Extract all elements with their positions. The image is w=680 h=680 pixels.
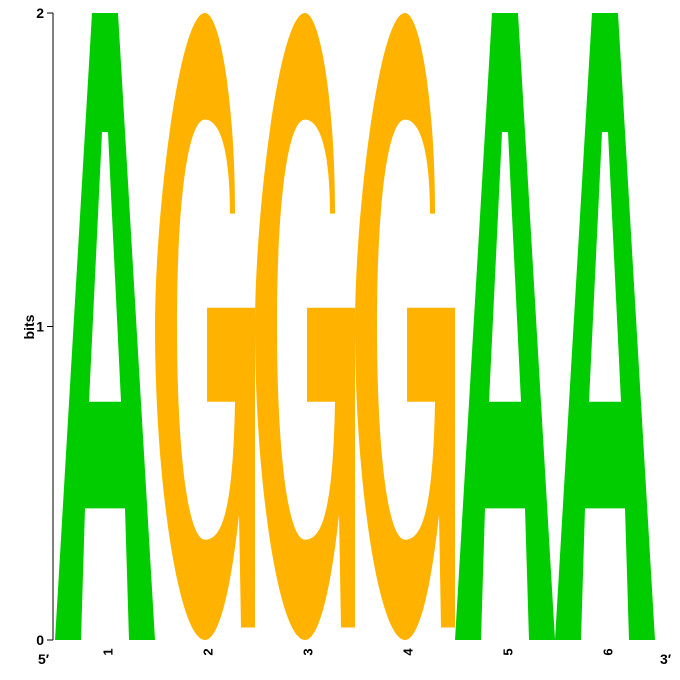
x-tick-label-1: 1 (100, 648, 115, 655)
three-prime-label: 3′ (660, 651, 672, 667)
y-tick-label-1: 1 (36, 319, 44, 335)
y-tick-label-2: 2 (36, 5, 44, 21)
x-tick-label-3: 3 (300, 648, 315, 655)
x-tick-label-6: 6 (600, 648, 615, 655)
five-prime-label: 5′ (38, 651, 50, 667)
logo-letters (55, 13, 655, 640)
y-axis-label: bits (21, 314, 37, 339)
logo-letter-g-pos-3 (255, 13, 355, 640)
logo-letter-g-pos-4 (355, 13, 455, 640)
y-tick-label-0: 0 (36, 632, 44, 648)
logo-letter-a-pos-6 (555, 13, 655, 640)
x-tick-label-5: 5 (500, 648, 515, 655)
x-tick-label-4: 4 (400, 648, 415, 656)
logo-letter-g-pos-2 (155, 13, 255, 640)
x-axis-labels: 1 2 3 4 5 6 (100, 648, 615, 656)
logo-letter-a-pos-5 (455, 13, 555, 640)
logo-letter-a-pos-1 (55, 13, 155, 640)
y-axis-ticks: 0 1 2 (36, 5, 53, 648)
x-tick-label-2: 2 (200, 648, 215, 655)
